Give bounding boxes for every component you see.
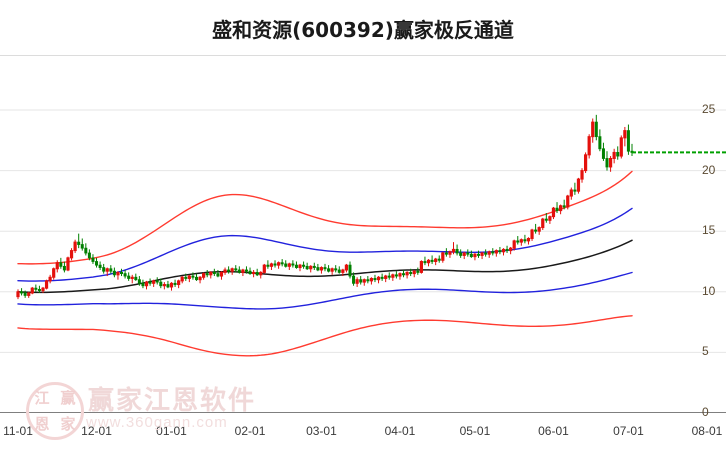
x-axis-tick-label: 04-01 <box>384 424 416 438</box>
chart-svg <box>0 55 726 413</box>
x-axis-tick-label: 03-01 <box>306 424 337 438</box>
y-axis-tick-label: 0 <box>702 405 709 419</box>
y-axis-tick-label: 20 <box>702 162 716 177</box>
y-axis-tick-label: 25 <box>702 102 716 116</box>
x-axis-tick-label: 01-01 <box>156 424 187 438</box>
x-axis-tick-label: 05-01 <box>459 424 491 438</box>
y-axis-tick-label: 10 <box>702 283 716 298</box>
x-axis-tick-label: 11-01 <box>3 424 33 438</box>
y-axis-tick-label: 5 <box>702 344 709 359</box>
channel-midline <box>17 239 633 294</box>
y-axis-tick-label: 15 <box>702 223 716 238</box>
gridlines <box>0 55 726 413</box>
upper-outer-band <box>17 170 633 265</box>
candlestick-series <box>16 114 634 300</box>
lower-inner-band <box>17 271 633 310</box>
x-axis-tick-label: 02-01 <box>234 424 266 438</box>
x-axis-tick-label: 08-01 <box>691 424 723 438</box>
lower-outer-band <box>17 315 633 357</box>
page-title: 盛和资源(600392)赢家极反通道 <box>212 18 514 42</box>
x-axis-tick-label: 07-01 <box>613 424 644 438</box>
x-axis-tick-label: 06-01 <box>538 424 569 438</box>
x-axis-tick-label: 12-01 <box>81 424 112 438</box>
chart-plot-area <box>0 55 726 413</box>
seal-char: 家 <box>60 415 76 433</box>
upper-inner-band <box>17 207 633 282</box>
